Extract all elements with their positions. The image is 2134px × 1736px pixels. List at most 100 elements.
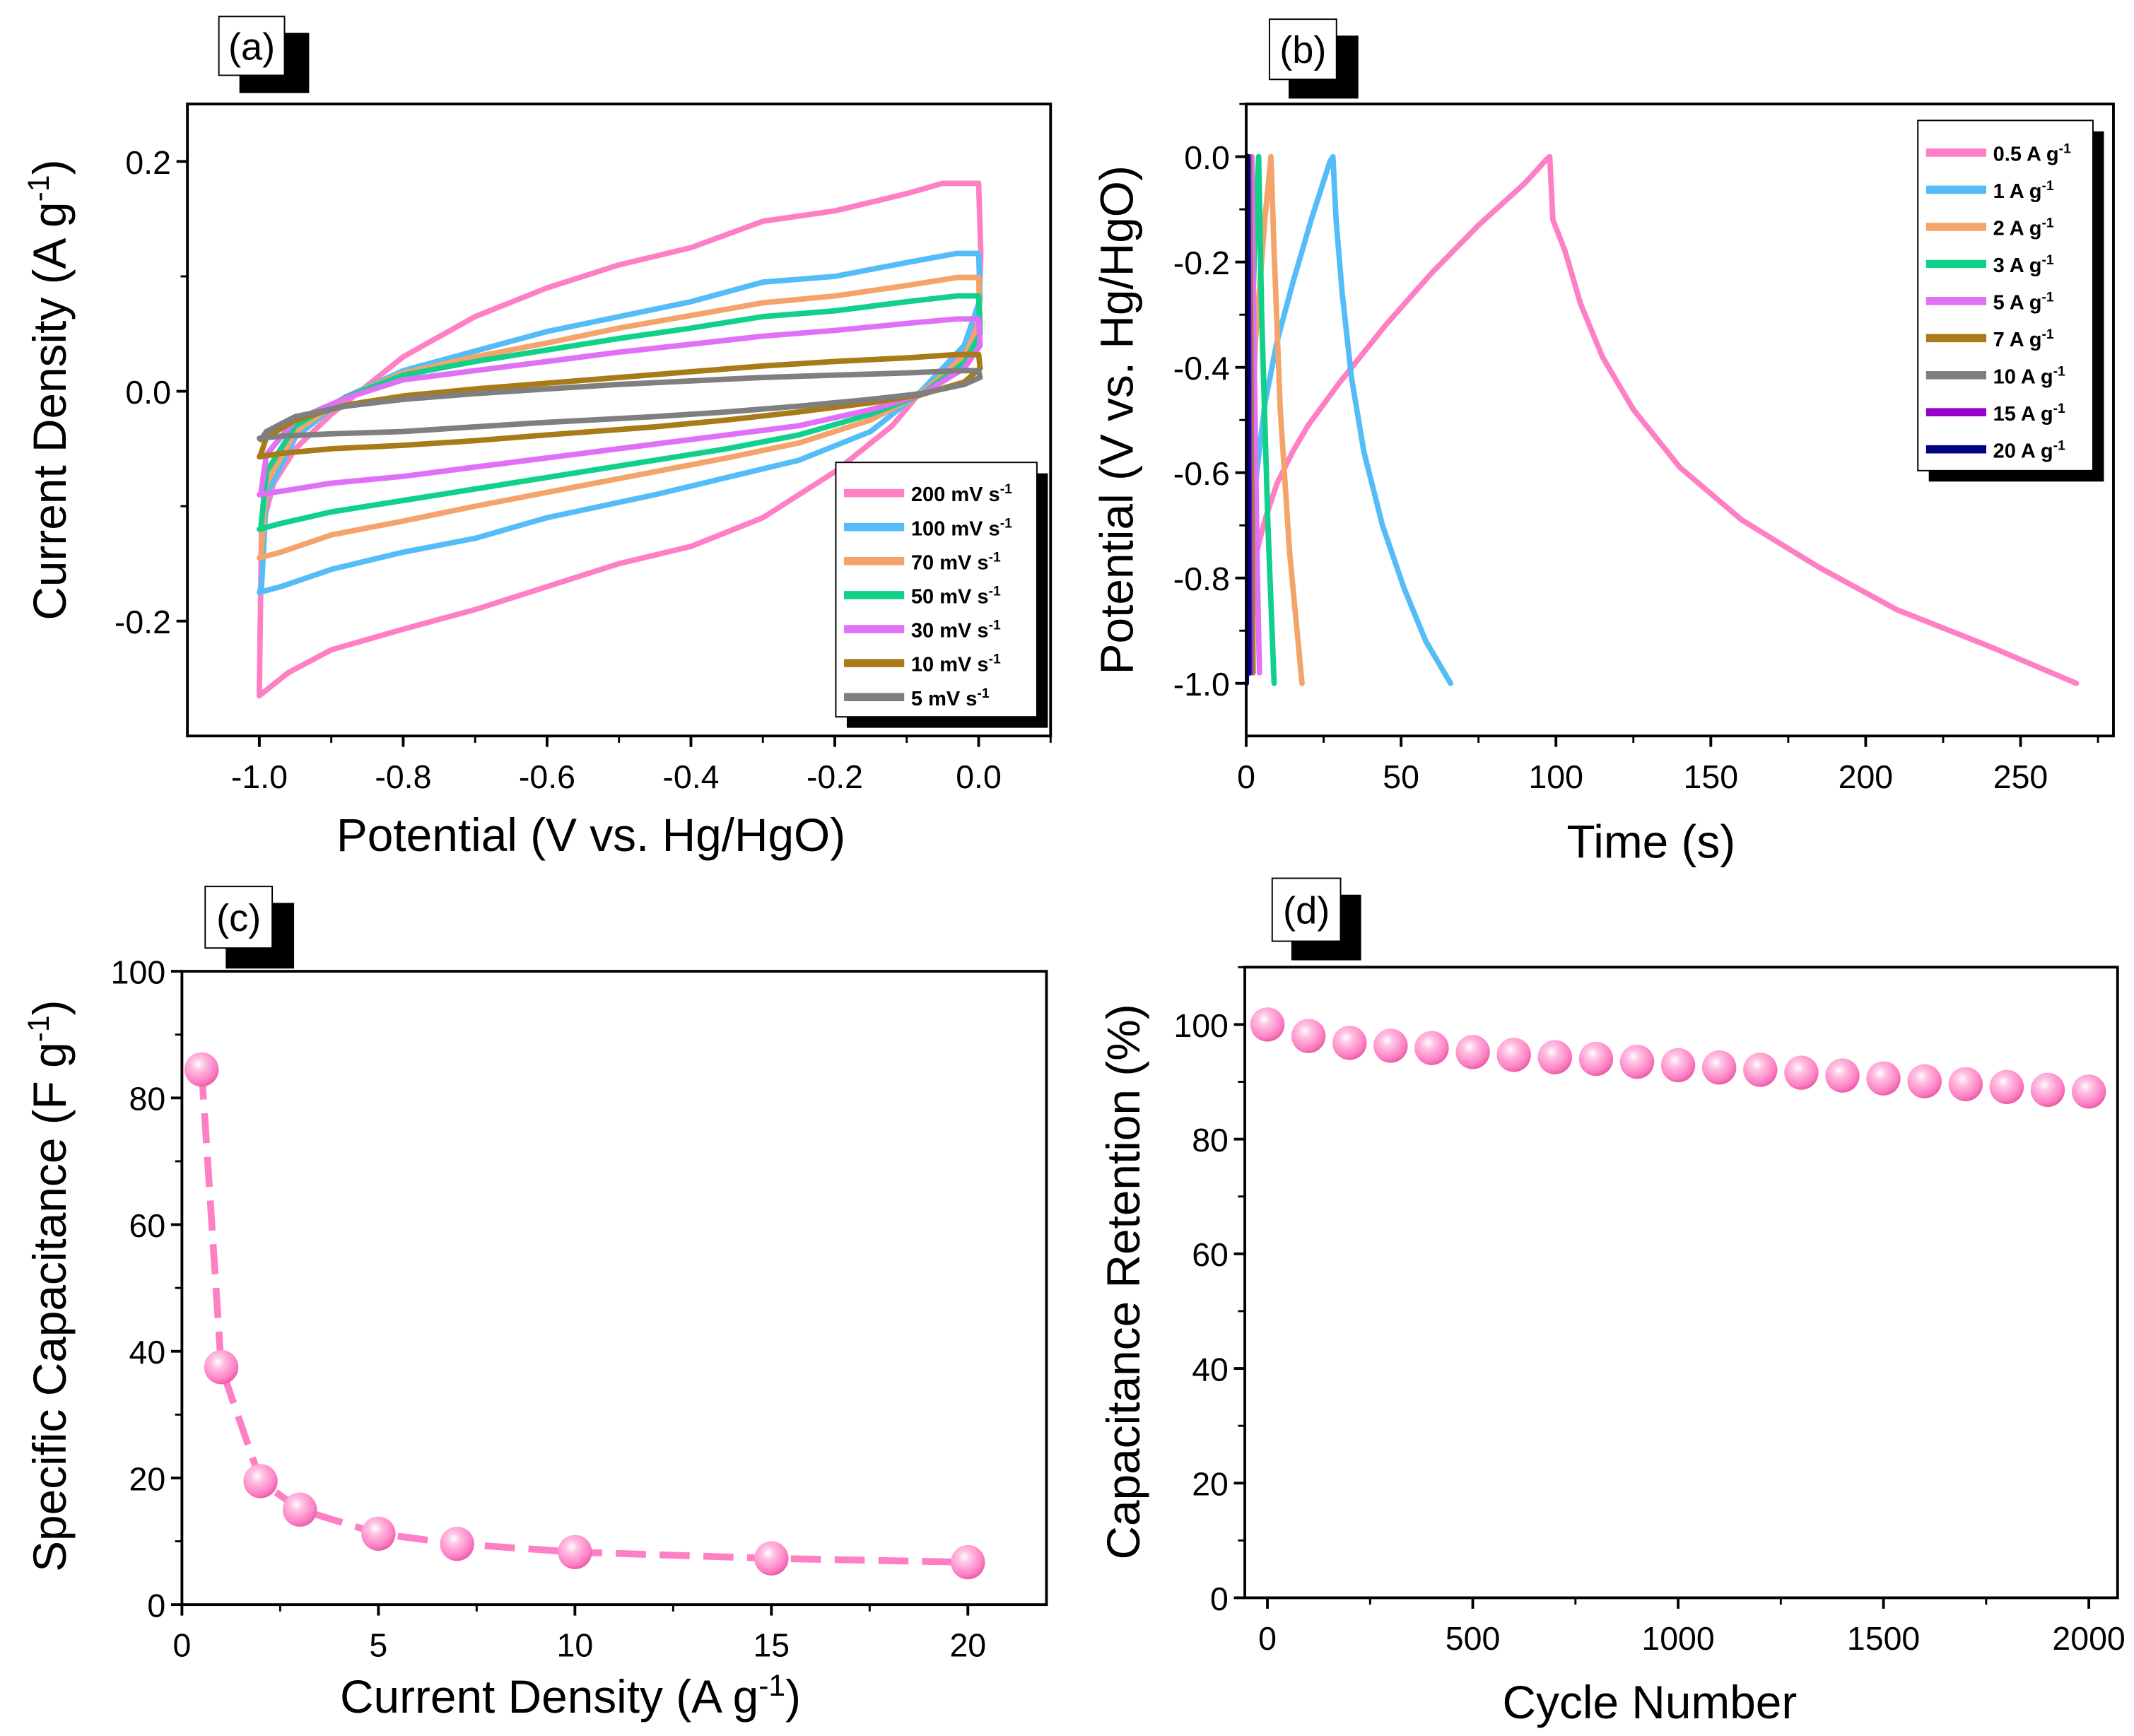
data-point — [1619, 1044, 1655, 1079]
legend-label: 20 A g-1 — [1993, 438, 2065, 462]
y-tick-label: 0.2 — [125, 144, 171, 181]
data-point — [440, 1526, 474, 1561]
data-point — [1250, 1007, 1285, 1042]
x-axis-title: Cycle Number — [1503, 1676, 1798, 1728]
legend-label: 1 A g-1 — [1993, 178, 2054, 203]
legend-label: 50 mV s-1 — [911, 584, 1001, 609]
series-line-4 — [257, 316, 983, 498]
legend-label-text: 20 A g — [1993, 440, 2053, 462]
x-axis-title: Time (s) — [1566, 815, 1735, 867]
y-tick-label: 0.0 — [1184, 139, 1230, 176]
y-tick-label: 80 — [1192, 1122, 1229, 1159]
connecting-line — [198, 1069, 968, 1566]
panel-c: (c) 0 5 10 15 20 0 20 40 60 80 100 Current Density (… — [22, 886, 1048, 1723]
series-line-6 — [257, 368, 983, 442]
x-tick-label: 20 — [949, 1627, 986, 1664]
data-point — [184, 1052, 219, 1087]
panel-label-box — [204, 886, 274, 949]
xlabel-part: Current Density (A g — [340, 1670, 758, 1723]
legend-label-sup: -1 — [2053, 363, 2065, 379]
data-point — [1537, 1040, 1572, 1074]
legend: 0.5 A g-11 A g-12 A g-13 A g-15 A g-17 A… — [1917, 119, 2104, 482]
legend-label-sup: -1 — [2041, 289, 2053, 305]
x-tick-label: 5 — [369, 1627, 387, 1664]
ylabel-part: Current Density (A g — [23, 201, 76, 620]
panel-d: (d) 0 500 1000 1500 2000 0 20 40 60 80 100 Cycle Num… — [1097, 877, 2126, 1728]
data-point — [204, 1349, 239, 1385]
y-tick-label: 0 — [147, 1588, 165, 1624]
data-point — [361, 1516, 396, 1551]
data-point — [1743, 1052, 1778, 1087]
y-tick-label: -1.0 — [1173, 666, 1230, 703]
series-line-0 — [1246, 153, 2080, 686]
ylabel-part: Specific Capacitance (F g — [23, 1042, 76, 1572]
legend-label: 10 mV s-1 — [911, 652, 1001, 676]
x-tick-label: -1.0 — [231, 758, 288, 795]
legend-label: 0.5 A g-1 — [1993, 141, 2071, 166]
panel-label-box — [218, 16, 286, 76]
x-tick-label: 0.0 — [956, 758, 1002, 795]
legend-label: 5 mV s-1 — [911, 686, 990, 710]
panel-a: (a) -1.0 -0.8 -0.6 -0.4 -0.2 0.0 -0.2 0.0 0.2 Pote… — [22, 16, 1053, 861]
legend-label: 70 mV s-1 — [911, 549, 1001, 574]
y-tick-label: 20 — [129, 1460, 166, 1497]
y-axis-title: Potential (V vs. Hg/HgO) — [1090, 165, 1142, 674]
legend-label-sup: -1 — [2041, 216, 2053, 231]
legend-label-text: 1 A g — [1993, 180, 2042, 203]
legend-label-sup: -1 — [1000, 481, 1012, 497]
legend-label: 2 A g-1 — [1993, 216, 2054, 240]
x-tick-label: 500 — [1446, 1620, 1500, 1657]
data-point — [243, 1464, 278, 1499]
data-point — [558, 1535, 592, 1569]
legend-label-text: 5 A g — [1993, 291, 2042, 314]
series-group — [1246, 153, 2080, 686]
x-tick-label: 250 — [1993, 758, 2048, 795]
panel-label: (d) — [1283, 889, 1330, 932]
series-group — [184, 1052, 985, 1580]
ylabel_sup-part: -1 — [22, 1015, 56, 1042]
data-point — [1866, 1061, 1901, 1096]
data-point — [1496, 1038, 1531, 1072]
data-point — [1989, 1069, 2024, 1105]
legend-label-text: 30 mV s — [911, 620, 989, 643]
xlabel-part: Time (s) — [1566, 815, 1735, 867]
legend-label-sup: -1 — [2053, 401, 2065, 416]
x-tick-label: -0.2 — [807, 758, 863, 795]
legend-label-text: 50 mV s — [911, 586, 989, 609]
legend-label-text: 5 mV s — [911, 688, 978, 710]
y-tick-label: -0.2 — [115, 604, 171, 640]
legend-label-text: 3 A g — [1993, 254, 2042, 277]
y-tick-label: -0.2 — [1173, 245, 1230, 281]
y-tick-label: -0.4 — [1173, 350, 1230, 387]
x-tick-label: 0 — [1237, 758, 1255, 795]
legend-label: 200 mV s-1 — [911, 481, 1012, 506]
x-tick-label: 1500 — [1847, 1620, 1920, 1657]
legend-label-sup: -1 — [989, 584, 1001, 599]
series-line-3 — [257, 293, 983, 532]
series-group — [1250, 1007, 2106, 1109]
y-tick-label: -0.6 — [1173, 455, 1230, 492]
y-tick-label: 60 — [129, 1207, 166, 1244]
data-point — [1373, 1028, 1408, 1063]
legend-label-text: 100 mV s — [911, 517, 1000, 540]
data-point — [1948, 1067, 1983, 1101]
y-axis-title: Capacitance Retention (%) — [1097, 1004, 1149, 1559]
data-point — [1455, 1035, 1490, 1069]
panel-label: (b) — [1279, 29, 1326, 71]
ylabel-part: Capacitance Retention (%) — [1097, 1004, 1149, 1559]
y-tick-label: 100 — [111, 954, 165, 991]
legend-label-sup: -1 — [2059, 141, 2071, 157]
data-point — [1414, 1031, 1449, 1065]
x-tick-label: 0 — [172, 1627, 191, 1664]
y-tick-label: 20 — [1192, 1466, 1229, 1503]
panel-label-box — [1268, 18, 1337, 81]
legend-label-sup: -1 — [989, 618, 1001, 633]
x-tick-label: 100 — [1528, 758, 1583, 795]
y-tick-label: 40 — [1192, 1351, 1229, 1388]
y-tick-label: -0.8 — [1173, 561, 1230, 597]
legend-label-text: 10 mV s — [911, 654, 989, 676]
panel-label-box — [1271, 877, 1342, 942]
legend-label: 30 mV s-1 — [911, 618, 1001, 643]
data-point — [951, 1544, 985, 1580]
